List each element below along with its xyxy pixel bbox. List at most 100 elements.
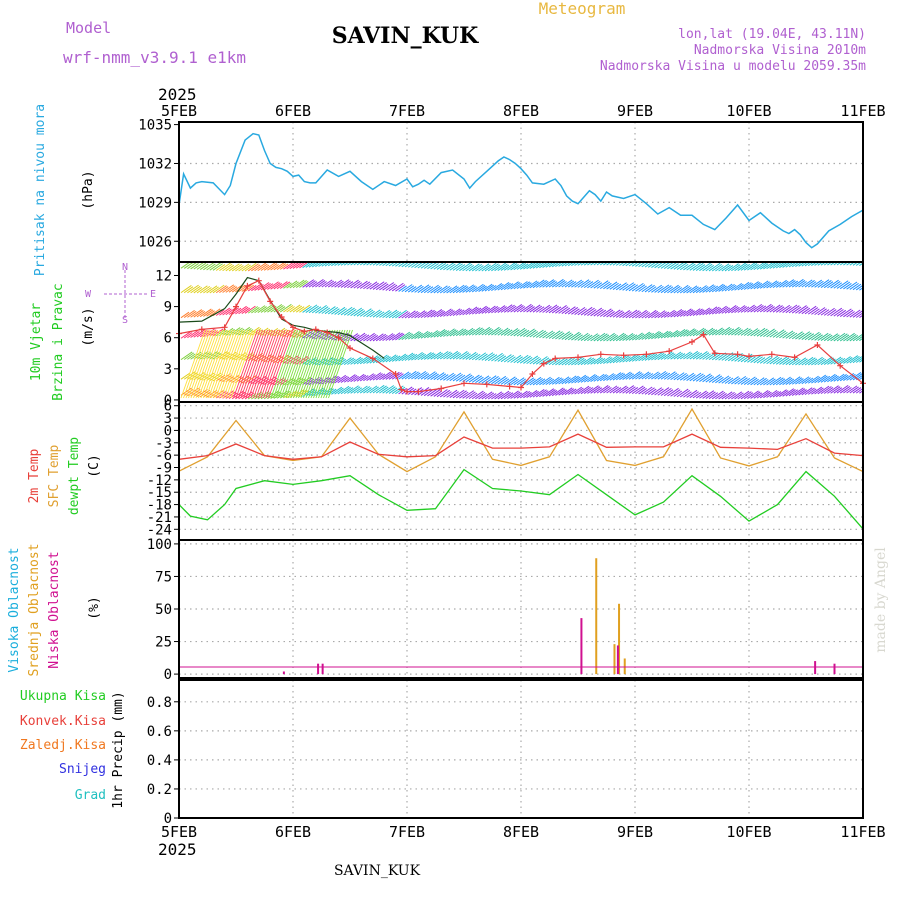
wind-barb [433, 372, 445, 381]
wind-barb [452, 284, 465, 294]
wind-barb [596, 385, 609, 394]
wind-barb [302, 305, 312, 313]
wind-barb [519, 263, 529, 270]
wind-barb [320, 329, 346, 399]
wind-barb [609, 309, 621, 318]
x-tick-bottom: 10FEB [726, 823, 771, 841]
wind-barb [759, 303, 772, 313]
wind-barb [417, 330, 429, 339]
wind-barb [644, 284, 655, 293]
wind-barb [747, 356, 756, 363]
wind-barb [657, 284, 670, 293]
wind-barb [391, 355, 401, 362]
wind-barb [292, 279, 305, 289]
wind-barb [657, 311, 667, 319]
wind-barb [695, 285, 707, 294]
wind-barb [801, 332, 812, 340]
wind-barb [359, 356, 371, 365]
wind-barb [430, 351, 442, 360]
wind-barb [747, 281, 759, 290]
wind-barb [478, 375, 490, 384]
wind-barb [833, 282, 843, 289]
wind-barb [657, 387, 670, 396]
wind-barb [215, 264, 226, 271]
wind-barb [846, 311, 855, 318]
wind-barb [507, 356, 516, 363]
wind-barb [593, 387, 603, 394]
wind-barb [535, 356, 548, 365]
wind-barb [245, 329, 271, 399]
wind-barb [702, 284, 715, 293]
wind-barb [279, 303, 292, 313]
wind-barb [737, 263, 748, 271]
wind-barb [209, 286, 219, 294]
wind-barb [827, 279, 839, 289]
wind-speed-marker [244, 282, 251, 289]
wind-barb [654, 262, 664, 269]
wind-barb [334, 262, 341, 266]
wind-barb [366, 281, 378, 290]
wind-barb [750, 329, 760, 337]
wind-barb [718, 393, 727, 400]
wind-barb [599, 356, 611, 365]
wind-barb [641, 332, 652, 340]
wind-barb [331, 279, 343, 288]
wind-barb [775, 306, 785, 313]
wind-barb [257, 327, 269, 336]
pressure-ylabel: Pritisak na nivou mora [33, 104, 48, 276]
wind-barb [225, 328, 235, 336]
wind-barb [295, 262, 306, 269]
wind-barb [219, 262, 231, 272]
wind-barb [628, 284, 639, 292]
wind-barb [185, 329, 211, 399]
wind-barb [251, 283, 263, 292]
wind-barb [347, 374, 358, 383]
wind-barb [263, 262, 276, 271]
wind-barb [804, 377, 814, 384]
wind-barb [366, 374, 376, 381]
wind-barb [199, 263, 209, 271]
year-bottom: 2025 [158, 840, 197, 859]
wind-barb [491, 328, 502, 336]
wind-barb [356, 262, 363, 266]
wind-barb [228, 374, 240, 383]
wind-barb [198, 329, 223, 399]
wind-barb [811, 308, 820, 315]
wind-barb [436, 310, 446, 318]
wind-barb [603, 373, 615, 382]
wind-barb [439, 330, 450, 338]
wind-barb [199, 308, 212, 318]
wind-barb [775, 356, 788, 365]
wind-barb [491, 352, 503, 362]
wind-speed-marker [529, 371, 536, 377]
wind-barb [555, 280, 566, 288]
wind-barb [782, 388, 795, 397]
wind-barb [833, 357, 843, 365]
wind-barb [487, 284, 497, 292]
wind-barb [414, 285, 424, 293]
wind-barb [443, 391, 452, 398]
wind-barb [574, 374, 587, 384]
wind-barb [718, 326, 731, 336]
wind-barb [772, 305, 783, 313]
wind-barb [593, 282, 603, 289]
wind-barb [651, 284, 663, 293]
wind-barb [683, 309, 694, 317]
wind-barb [721, 264, 731, 272]
wind-barb [603, 282, 612, 290]
precip-ylabel: 1hr Precip (mm) [111, 691, 126, 808]
wind-barb [487, 393, 497, 400]
wind-barb [772, 377, 784, 386]
wind-barb [423, 286, 434, 294]
wind-barb [772, 329, 785, 338]
wind-barb [596, 333, 608, 342]
wind-barb [539, 262, 549, 269]
wind-barb [430, 285, 441, 294]
wind-barb [299, 304, 311, 313]
wind-barb [375, 333, 387, 342]
wind-barb [395, 353, 407, 362]
wind-barb [519, 281, 531, 289]
wind-barb [817, 385, 830, 395]
wind-barb [529, 281, 539, 289]
wind-barb [241, 264, 251, 272]
